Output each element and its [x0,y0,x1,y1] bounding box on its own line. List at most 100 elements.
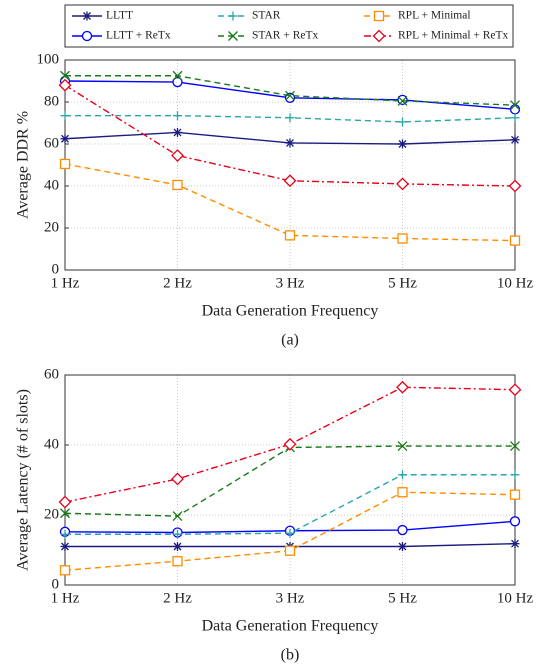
legend: LLTT LLTT + ReTx STAR STAR + ReTx RPL + Mini… [64,4,514,48]
y-tick-label: 60 [44,135,59,151]
caption: (b) [281,647,300,664]
marker-shape [396,177,409,191]
marker-stroke [173,542,182,551]
marker [509,516,521,527]
marker [396,380,409,394]
y-tick-label: 20 [44,506,59,522]
marker-shape [283,437,297,451]
marker [398,542,407,551]
marker-shape [171,472,184,486]
marker-stroke [398,542,407,551]
legend-label: LLTT [106,10,133,22]
marker-stroke [510,100,520,111]
legend-label: STAR + ReTx [252,30,319,42]
marker-stroke [60,508,70,519]
marker-stroke [398,140,407,148]
marker [397,487,408,498]
x-tick-label: 3 Hz [276,275,305,291]
marker-stroke [61,134,69,143]
marker [372,29,386,43]
series-line [64,386,516,503]
marker [510,100,520,111]
x-tick-label: 3 Hz [276,590,305,606]
y-tick-label: 80 [44,93,59,109]
marker-stroke [61,542,69,551]
marker-shape [59,565,71,576]
marker-shape [396,380,409,394]
marker [397,441,408,452]
x-tick-label: 10 Hz [497,590,534,606]
legend-label: RPL + Minimal + ReTx [398,30,509,42]
marker [60,134,70,144]
marker-stroke [285,90,295,101]
marker [398,117,407,127]
x-axis-label: Data Generation Frequency [202,303,379,320]
marker [59,158,71,170]
x-tick-label: 5 Hz [388,590,417,606]
marker-shape [172,556,183,567]
y-tick-label: 0 [52,261,60,277]
marker [284,545,296,556]
y-tick-label: 0 [52,576,60,592]
marker [173,127,182,137]
marker [60,529,70,539]
marker-shape [397,94,408,106]
marker [173,111,182,121]
marker [283,437,297,451]
marker-shape [509,235,521,246]
marker [60,542,70,551]
marker [60,508,70,519]
marker-shape [373,10,385,22]
marker-shape [397,487,408,498]
x-tick-label: 1 Hz [51,590,80,606]
y-tick-label: 60 [44,366,59,382]
marker-stroke [511,539,519,548]
marker [510,113,520,123]
caption: (a) [281,332,299,349]
marker-stroke [60,70,70,81]
marker-stroke [172,70,183,81]
marker [509,235,521,246]
marker-stroke [83,12,91,20]
marker-shape [59,158,71,170]
marker-shape [172,179,183,191]
marker-shape [372,29,386,43]
marker-shape [58,495,72,509]
y-axis-label: Average Latency (# of slots) [15,389,32,571]
marker [373,10,385,22]
x-tick-label: 2 Hz [163,590,192,606]
marker [60,70,70,81]
marker [172,556,183,567]
marker [510,470,520,480]
y-tick-label: 40 [44,436,59,452]
marker [172,179,183,191]
marker [285,113,295,123]
marker-shape [171,149,184,162]
marker [285,90,295,101]
y-tick-label: 100 [37,51,60,67]
marker [284,230,296,241]
marker [60,111,70,121]
marker-stroke [172,511,183,522]
y-tick-label: 20 [44,219,59,235]
marker-shape [508,383,522,397]
marker [81,30,93,42]
marker [173,529,182,539]
marker-stroke [228,31,238,41]
y-axis-label: Average DDR % [15,111,32,219]
marker-shape [508,179,522,193]
marker [508,383,522,397]
marker [173,542,182,551]
marker-shape [81,30,93,42]
marker-shape [509,516,521,527]
marker-shape [397,233,408,244]
marker-stroke [173,128,182,137]
x-tick-label: 5 Hz [388,275,417,291]
marker [396,177,409,191]
x-tick-label: 1 Hz [51,275,80,291]
marker-shape [172,76,183,88]
marker [508,179,522,193]
x-tick-label: 10 Hz [497,275,534,291]
marker-shape [58,78,72,92]
marker [509,104,521,115]
